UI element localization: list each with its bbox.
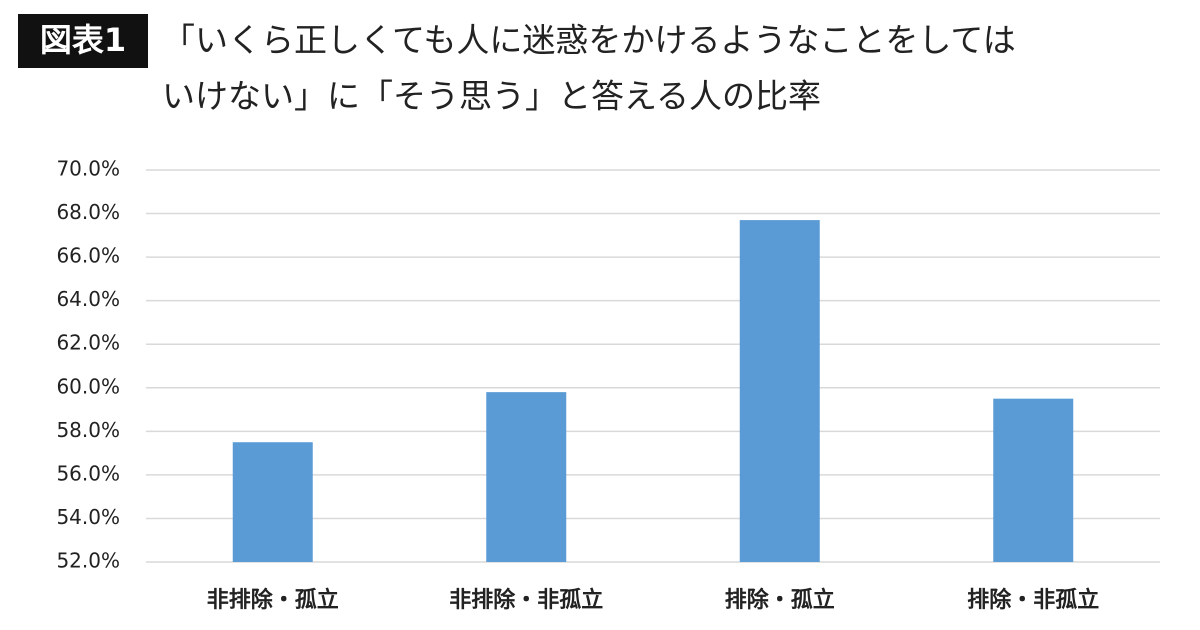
y-tick-label: 68.0% xyxy=(56,200,120,224)
y-tick-label: 56.0% xyxy=(56,461,120,485)
y-tick-label: 64.0% xyxy=(56,287,120,311)
y-tick-label: 70.0% xyxy=(56,157,120,181)
y-tick-label: 62.0% xyxy=(56,331,120,355)
bar xyxy=(486,392,567,562)
bar xyxy=(993,398,1074,562)
y-tick-label: 58.0% xyxy=(56,418,120,442)
figure-label: 図表1 xyxy=(40,21,126,59)
bar xyxy=(739,220,820,563)
x-tick-label: 排除・孤立 xyxy=(725,587,835,613)
y-tick-label: 52.0% xyxy=(56,549,120,573)
x-tick-label: 排除・非孤立 xyxy=(967,587,1099,613)
y-tick-label: 66.0% xyxy=(56,244,120,268)
y-tick-label: 60.0% xyxy=(56,374,120,398)
y-tick-label: 54.0% xyxy=(56,505,120,529)
x-tick-label: 非排除・孤立 xyxy=(207,587,339,613)
figure-badge xyxy=(18,14,148,68)
chart-title: いけない」に「そう思う」と答える人の比率 xyxy=(162,77,821,116)
chart-title: 「いくら正しくても人に迷惑をかけるようなことをしては xyxy=(162,21,1016,60)
bar xyxy=(232,442,313,562)
x-tick-label: 非排除・非孤立 xyxy=(449,587,603,613)
